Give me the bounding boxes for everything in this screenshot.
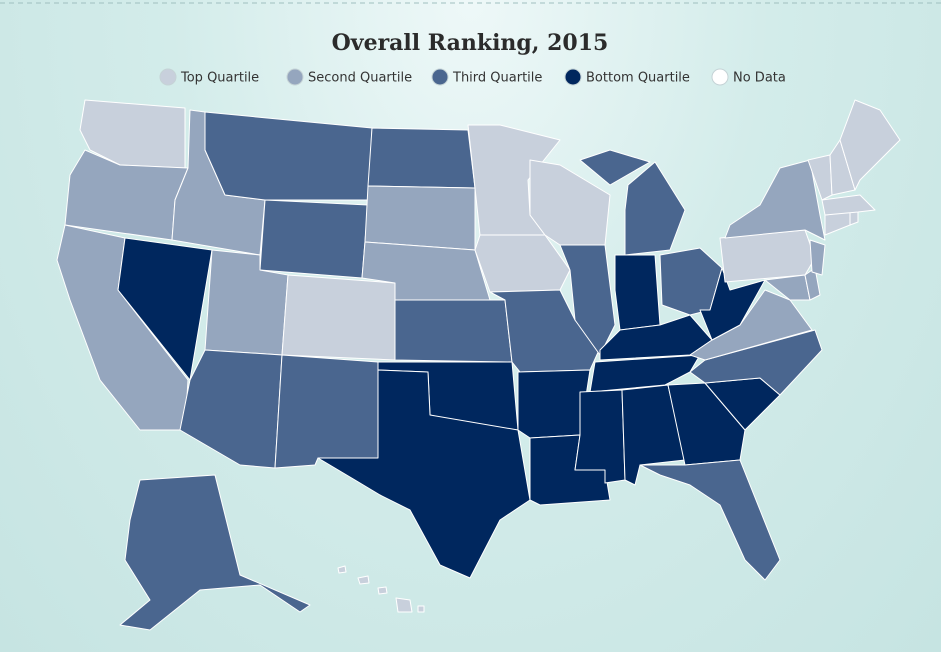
state [719,229,816,283]
state [614,254,661,331]
state [599,314,713,361]
state [821,194,876,216]
state [639,459,781,581]
state [119,474,311,631]
legend-swatch [159,68,177,86]
state [839,99,901,191]
state [259,199,369,279]
state [474,234,571,293]
legend-swatch [564,68,582,86]
legend: Top Quartile Second Quartile Third Quartil… [159,68,786,86]
state [317,369,531,579]
state [179,349,283,469]
legend-swatch [431,68,449,86]
legend-label: Second Quartile [308,71,412,86]
state [364,185,476,251]
state [849,211,859,226]
state [204,111,373,201]
state [699,267,766,341]
state [337,565,425,613]
state [809,239,826,276]
state [667,382,746,466]
state [394,299,513,363]
legend-label: Top Quartile [180,71,259,86]
legend-label: Bottom Quartile [586,71,690,86]
state [517,369,591,439]
legend-swatch [711,68,729,86]
legend-label: Third Quartile [452,71,542,86]
legend-swatch [286,68,304,86]
state [579,149,686,256]
states [56,99,901,631]
state [724,159,826,241]
map-title: Overall Ranking, 2015 [332,30,609,56]
state [824,211,851,236]
state [274,354,379,469]
state [574,389,626,484]
state [281,274,396,361]
state [589,354,701,393]
state [367,127,476,189]
legend-label: No Data [733,71,786,86]
